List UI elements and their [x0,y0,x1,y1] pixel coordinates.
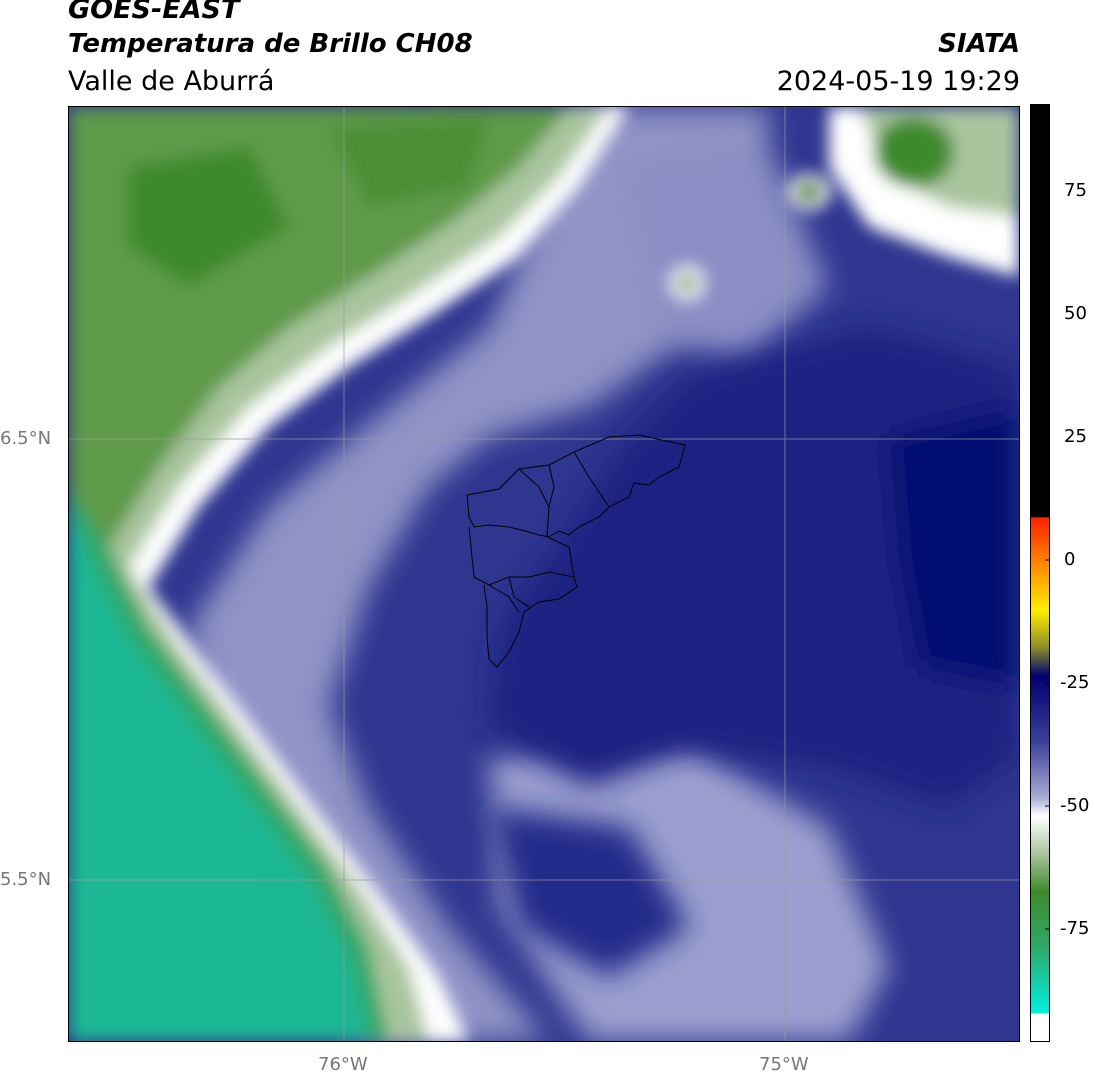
temperature-colorbar [1030,104,1050,1042]
datetime-label: 2024-05-19 19:29 [776,66,1020,97]
agency-label: SIATA [938,29,1020,59]
colorbar-tick: 75 [1064,180,1087,201]
map-canvas [69,107,1019,1041]
cloud-lavender-layer [189,107,889,1041]
clear-sky-west [69,107,629,1041]
product-title: Temperatura de Brillo CH08 [68,29,473,59]
lat-label-5-5: 5.5°N [0,869,52,890]
clear-sky-northeast [669,107,1019,301]
colorbar-tick: 50 [1064,303,1087,324]
colorbar-tick: -50 [1060,795,1090,816]
lon-label-75: 75°W [759,1054,809,1075]
lat-label-6-5: 6.5°N [0,428,52,449]
satellite-title: GOES-EAST [68,0,240,25]
colorbar-tick: -25 [1060,672,1090,693]
brightness-temperature-map[interactable] [68,106,1020,1042]
colorbar-tick: 0 [1064,549,1076,570]
lon-label-76: 76°W [318,1054,368,1075]
graticule [69,107,1019,1041]
colorbar-gradient [1031,105,1049,1041]
cloud-core-layer [489,327,1019,977]
region-subtitle: Valle de Aburrá [68,66,275,97]
colorbar-tick: -75 [1060,918,1090,939]
municipality-boundaries [466,434,686,668]
colorbar-tick: 25 [1064,426,1087,447]
